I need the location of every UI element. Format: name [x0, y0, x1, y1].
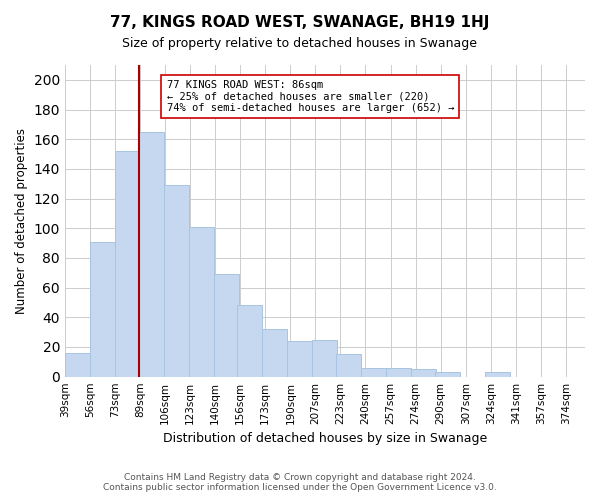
Bar [139, 132, 164, 376]
X-axis label: Distribution of detached houses by size in Swanage: Distribution of detached houses by size … [163, 432, 487, 445]
Bar [411, 370, 436, 376]
Text: 77 KINGS ROAD WEST: 86sqm
← 25% of detached houses are smaller (220)
74% of semi: 77 KINGS ROAD WEST: 86sqm ← 25% of detac… [167, 80, 454, 113]
Bar [164, 185, 188, 376]
Bar [237, 306, 262, 376]
Bar [262, 329, 287, 376]
Bar [336, 354, 361, 376]
Text: Contains HM Land Registry data © Crown copyright and database right 2024.
Contai: Contains HM Land Registry data © Crown c… [103, 473, 497, 492]
Bar [287, 341, 313, 376]
Bar [90, 242, 115, 376]
Bar [435, 372, 460, 376]
Bar [65, 353, 90, 376]
Bar [214, 274, 239, 376]
Bar [313, 340, 337, 376]
Text: Size of property relative to detached houses in Swanage: Size of property relative to detached ho… [122, 38, 478, 51]
Text: 77, KINGS ROAD WEST, SWANAGE, BH19 1HJ: 77, KINGS ROAD WEST, SWANAGE, BH19 1HJ [110, 15, 490, 30]
Bar [485, 372, 510, 376]
Bar [361, 368, 386, 376]
Bar [188, 227, 214, 376]
Y-axis label: Number of detached properties: Number of detached properties [15, 128, 28, 314]
Bar [115, 151, 140, 376]
Bar [386, 368, 411, 376]
